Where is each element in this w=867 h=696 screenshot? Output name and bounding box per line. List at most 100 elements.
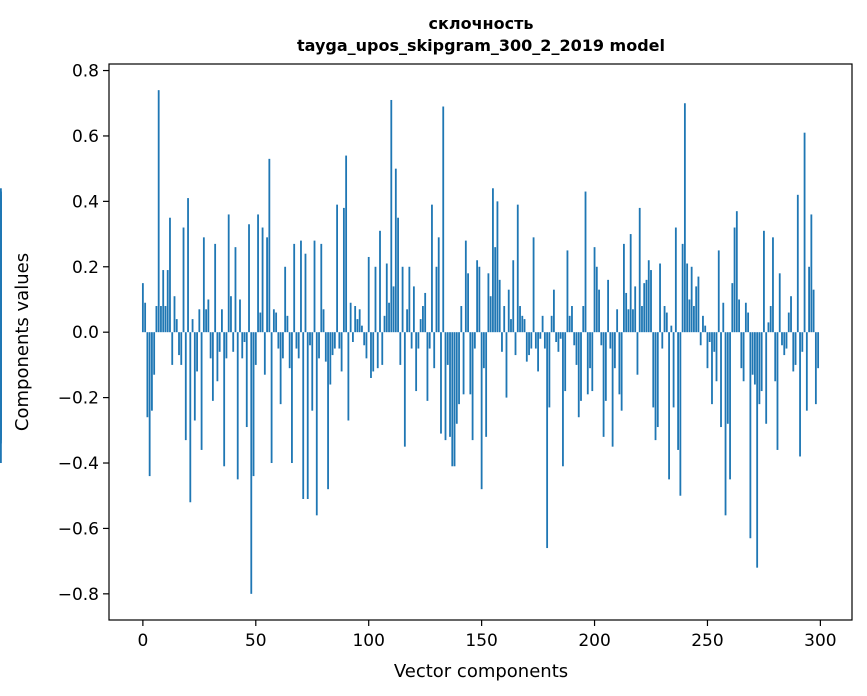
bar-280 [774, 332, 777, 382]
bar-89 [342, 207, 345, 333]
y-axis-label: Components values [12, 253, 33, 431]
bar-212 [620, 332, 623, 411]
bar-107 [383, 315, 386, 333]
bar-21 [189, 332, 192, 503]
y-tick-label: 0.6 [72, 127, 99, 147]
bar-175 [537, 332, 539, 372]
bar-284 [783, 332, 786, 356]
bar-221 [641, 306, 643, 333]
bar-101 [370, 332, 372, 378]
bar-201 [595, 266, 598, 333]
bar-74 [309, 332, 311, 346]
bar-117 [406, 309, 409, 333]
bar-81 [324, 332, 327, 362]
bar-297 [812, 289, 815, 333]
bar-undefined [0, 332, 2, 444]
bar-250 [706, 332, 709, 369]
bar-230 [661, 332, 664, 349]
bar-67 [293, 243, 296, 333]
bar-111 [392, 286, 395, 333]
bar-276 [765, 332, 768, 424]
x-tick-label: 200 [578, 631, 610, 651]
bar-254 [715, 332, 718, 382]
bar-285 [785, 332, 788, 349]
bar-129 [433, 332, 436, 369]
y-tick-label: −0.2 [58, 389, 99, 409]
bar-271 [753, 332, 756, 385]
bar-54 [263, 332, 266, 375]
bar-98 [363, 332, 366, 346]
bar-242 [688, 299, 691, 333]
bar-199 [591, 332, 594, 392]
bar-243 [690, 266, 693, 333]
bar-289 [794, 332, 797, 365]
bar-130 [435, 266, 438, 333]
bar-55 [266, 237, 268, 333]
bar-8 [160, 306, 162, 333]
bar-268 [747, 312, 750, 333]
bar-239 [681, 243, 684, 333]
bar-214 [625, 292, 628, 333]
bar-279 [772, 237, 774, 333]
bar-153 [487, 273, 490, 333]
bar-246 [697, 276, 700, 333]
bar-293 [803, 132, 806, 333]
bar-296 [810, 214, 813, 333]
bar-291 [799, 332, 801, 457]
bar-37 [225, 332, 228, 359]
y-axis-ticks: −0.8 −0.6 −0.4 −0.2 0.0 0.2 0.4 0.6 0.8 [58, 62, 109, 605]
y-tick-label: 0.4 [72, 192, 99, 212]
bar-169 [523, 319, 526, 333]
bar-9 [162, 270, 165, 333]
bar-286 [787, 312, 790, 333]
bar-49 [252, 332, 255, 477]
bar-63 [284, 266, 287, 333]
bar-53 [261, 227, 264, 333]
bar-173 [532, 237, 535, 333]
bar-275 [763, 230, 765, 333]
bar-120 [412, 286, 415, 333]
bar-197 [586, 332, 589, 395]
bar-240 [683, 103, 686, 333]
bar-253 [713, 332, 716, 352]
bar-141 [460, 306, 463, 333]
bar-261 [731, 283, 734, 333]
bar-148 [476, 260, 479, 333]
bar-29 [207, 299, 210, 333]
bar-274 [760, 332, 763, 392]
bar-152 [485, 332, 488, 437]
bar-110 [390, 99, 393, 333]
bar-185 [559, 332, 562, 339]
bar-35 [221, 309, 223, 333]
bar-24 [196, 332, 198, 372]
x-axis-label: Vector components [394, 661, 568, 682]
bar-163 [510, 319, 512, 333]
bar-273 [758, 332, 761, 405]
bar-294 [805, 332, 808, 411]
bar-6 [155, 306, 158, 333]
bar-90 [345, 155, 348, 333]
bar-43 [239, 299, 241, 333]
bar-150 [480, 332, 483, 490]
bar-184 [557, 332, 560, 352]
bar-217 [632, 309, 634, 333]
bar-123 [419, 319, 422, 333]
bar-191 [573, 332, 576, 346]
bar-258 [724, 332, 727, 516]
bar-190 [571, 306, 573, 333]
y-tick-label: −0.6 [58, 519, 99, 539]
bar-206 [607, 279, 609, 333]
bar-103 [374, 266, 377, 333]
bar-182 [552, 289, 555, 333]
bar-73 [306, 332, 309, 499]
y-tick-label: 0.2 [72, 258, 99, 278]
bar-238 [679, 332, 682, 496]
bar-235 [672, 332, 675, 408]
bar-12 [169, 217, 171, 333]
bar-83 [329, 332, 332, 385]
bar-192 [575, 332, 578, 365]
bar-266 [742, 332, 745, 382]
bar-180 [548, 332, 551, 408]
bar-138 [453, 332, 456, 467]
bar-16 [178, 332, 180, 356]
